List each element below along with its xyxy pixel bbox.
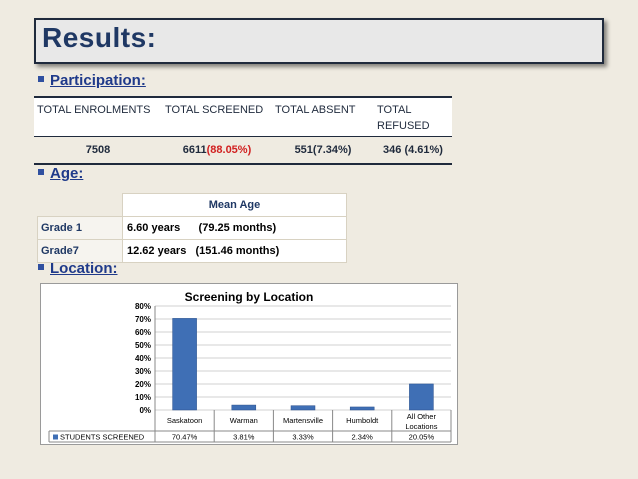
age-header-blank (38, 194, 123, 217)
value-absent: 551(7.34%) (272, 136, 374, 165)
value-enrolments: 7508 (34, 136, 162, 165)
age-header-row: Mean Age (38, 193, 347, 217)
age-row-grade7: Grade7 12.62 years (151.46 months) (37, 239, 347, 263)
data-label: 70.47% (172, 433, 198, 442)
age-value: 6.60 years (79.25 months) (122, 216, 347, 240)
y-tick-label: 40% (135, 354, 151, 363)
data-label: 2.34% (352, 433, 374, 442)
age-row-grade1: Grade 1 6.60 years (79.25 months) (37, 216, 347, 240)
y-tick-label: 30% (135, 367, 151, 376)
bullet-square-icon (38, 264, 44, 271)
x-tick-label: Martensville (283, 416, 323, 425)
participation-table: TOTAL ENROLMENTS TOTAL SCREENED TOTAL AB… (34, 96, 452, 165)
bar-humboldt (349, 406, 375, 411)
title-bar: Results: (34, 18, 604, 64)
y-tick-label: 50% (135, 341, 151, 350)
age-grade-label: Grade7 (37, 239, 123, 263)
x-tick-label: Warman (230, 416, 258, 425)
mean-age-header: Mean Age (122, 193, 347, 217)
y-tick-label: 70% (135, 315, 151, 324)
legend-label: STUDENTS SCREENED (60, 433, 145, 442)
y-tick-label: 20% (135, 380, 151, 389)
legend-swatch (53, 434, 58, 440)
bullet-square-icon (38, 76, 44, 83)
bar-all-other-locations (409, 383, 434, 411)
location-chart: Screening by Location 0% 10% 20% 30% 40% 50% 60… (40, 283, 458, 445)
data-label: 3.33% (292, 433, 314, 442)
x-tick-label: Saskatoon (167, 416, 202, 425)
header-total-refused: TOTAL REFUSED (374, 96, 452, 137)
header-total-enrolments: TOTAL ENROLMENTS (34, 96, 162, 137)
participation-header-row: TOTAL ENROLMENTS TOTAL SCREENED TOTAL AB… (34, 96, 452, 137)
age-table: Mean Age Grade 1 6.60 years (79.25 month… (37, 193, 347, 263)
participation-values-row: 7508 6611(88.05%) 551(7.34%) 346 (4.61%) (34, 136, 452, 165)
header-total-absent: TOTAL ABSENT (272, 96, 374, 137)
bar-martensville (290, 405, 316, 411)
age-heading: Age: (38, 165, 83, 182)
location-chart-svg: Screening by Location 0% 10% 20% 30% 40% 50% 60… (48, 290, 452, 443)
bar-warman (231, 404, 257, 411)
value-refused: 346 (4.61%) (374, 136, 452, 165)
bullet-square-icon (38, 169, 44, 176)
y-tick-label: 10% (135, 393, 151, 402)
chart-title: Screening by Location (185, 290, 314, 304)
y-tick-label: 0% (139, 406, 151, 415)
y-tick-label: 60% (135, 328, 151, 337)
header-total-screened: TOTAL SCREENED (162, 96, 272, 137)
age-value: 12.62 years (151.46 months) (122, 239, 347, 263)
x-tick-label: Humboldt (346, 416, 379, 425)
screened-count: 6611 (182, 144, 207, 156)
page-title: Results: (42, 22, 157, 53)
age-grade-label: Grade 1 (37, 216, 123, 240)
screened-percent: (88.05%) (206, 144, 252, 156)
data-label: 3.81% (233, 433, 255, 442)
x-tick-label: All Other Locations (405, 412, 437, 431)
y-tick-label: 80% (135, 302, 151, 311)
participation-heading: Participation: (38, 72, 146, 89)
data-label: 20.05% (409, 433, 435, 442)
bar-saskatoon (172, 318, 197, 411)
value-screened: 6611(88.05%) (162, 136, 272, 165)
location-heading: Location: (38, 260, 118, 277)
